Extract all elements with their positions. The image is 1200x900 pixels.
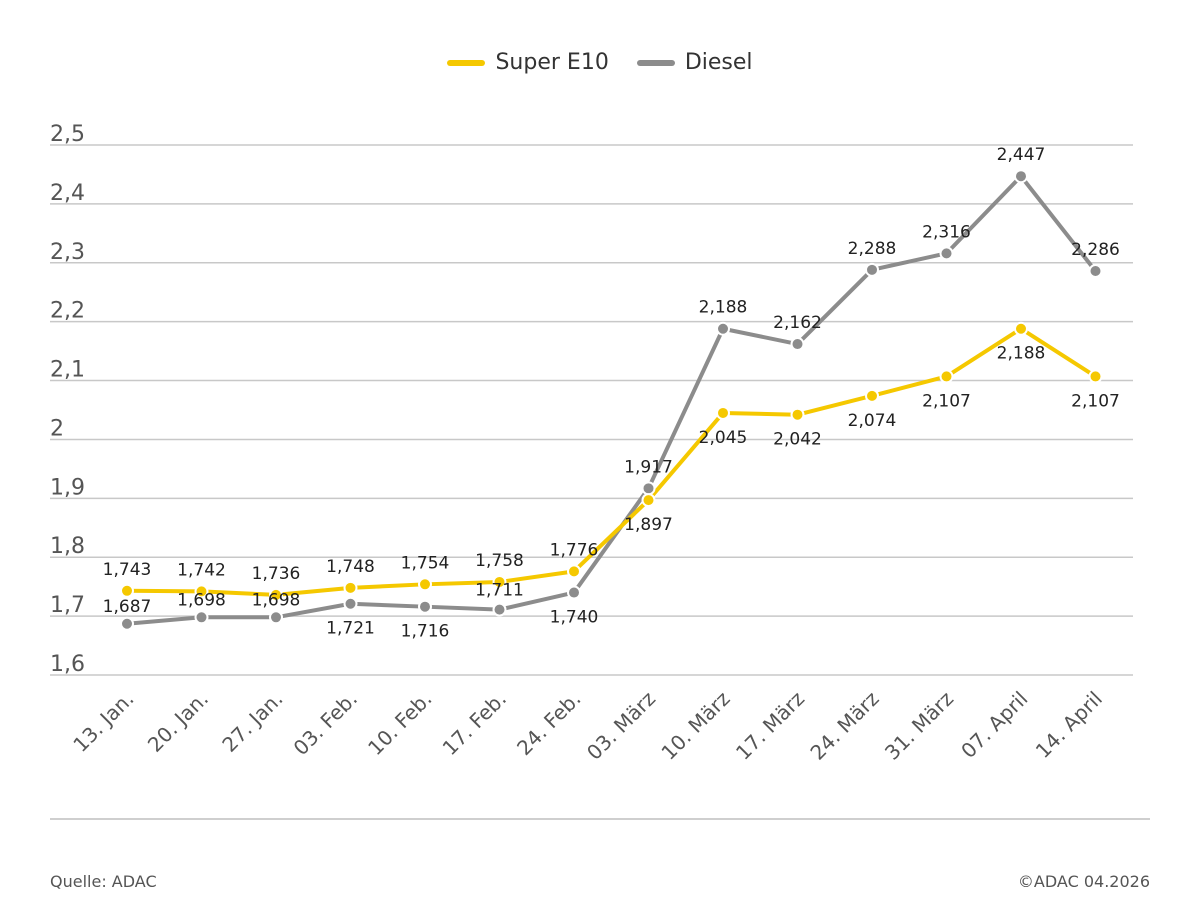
- data-point-diesel-6: [567, 585, 581, 600]
- data-label-super-e10-9: 2,042: [773, 430, 822, 450]
- data-label-diesel-3: 1,721: [326, 619, 375, 639]
- data-label-super-e10-5: 1,758: [475, 551, 524, 571]
- y-tick-label-5: 2,1: [50, 358, 85, 383]
- chart-legend: Super E10 Diesel: [0, 50, 1200, 75]
- y-tick-label-9: 2,5: [50, 122, 85, 147]
- data-point-super-e10-1: [194, 584, 209, 599]
- data-point-diesel-5: [492, 602, 507, 617]
- data-label-super-e10-7: 1,897: [624, 515, 673, 535]
- x-tick-label-0: 13. Jan.: [68, 687, 138, 757]
- data-label-super-e10-11: 2,107: [922, 391, 971, 411]
- data-label-super-e10-10: 2,074: [848, 411, 897, 431]
- data-point-super-e10-7: [641, 493, 656, 508]
- x-tick-label-11: 31. März: [880, 687, 958, 765]
- series-line-super-e10: [125, 326, 1098, 597]
- data-label-diesel-5: 1,711: [475, 581, 524, 601]
- data-point-super-e10-11: [939, 369, 954, 384]
- data-point-super-e10-4: [418, 577, 432, 592]
- data-point-diesel-8: [716, 321, 730, 336]
- data-point-diesel-10: [865, 262, 879, 277]
- x-tick-label-8: 10. März: [656, 687, 734, 765]
- data-point-super-e10-13: [1088, 369, 1103, 384]
- data-point-super-e10-0: [120, 583, 134, 598]
- legend-swatch-diesel: [636, 59, 675, 66]
- data-label-super-e10-8: 2,045: [699, 428, 748, 448]
- data-point-diesel-4: [418, 599, 432, 614]
- data-point-diesel-7: [641, 481, 656, 496]
- data-point-super-e10-9: [790, 407, 805, 422]
- data-point-super-e10-3: [343, 580, 358, 595]
- data-point-diesel-9: [790, 337, 805, 352]
- data-label-diesel-2: 1,698: [252, 590, 301, 610]
- data-label-diesel-8: 2,188: [699, 298, 748, 318]
- data-point-super-e10-2: [269, 587, 283, 602]
- y-tick-label-4: 2: [50, 416, 64, 441]
- data-label-super-e10-6: 1,776: [550, 540, 599, 560]
- data-point-super-e10-8: [716, 405, 730, 420]
- data-label-super-e10-4: 1,754: [401, 553, 450, 573]
- x-tick-label-2: 27. Jan.: [217, 687, 287, 757]
- x-tick-label-7: 03. März: [582, 687, 660, 765]
- series-line-diesel: [125, 174, 1098, 626]
- x-tick-label-1: 20. Jan.: [143, 687, 213, 757]
- data-label-diesel-4: 1,716: [401, 622, 450, 642]
- data-label-diesel-1: 1,698: [177, 590, 226, 610]
- data-point-super-e10-5: [492, 574, 507, 589]
- x-tick-label-6: 24. Feb.: [512, 687, 585, 760]
- legend-item-super-e10: Super E10: [447, 50, 609, 75]
- data-label-diesel-0: 1,687: [103, 597, 152, 617]
- x-tick-label-13: 14. April: [1031, 687, 1107, 763]
- copyright-note: ©ADAC 04.2026: [1017, 872, 1150, 891]
- data-label-super-e10-3: 1,748: [326, 557, 375, 577]
- data-label-diesel-9: 2,162: [773, 313, 822, 333]
- y-tick-label-7: 2,3: [50, 240, 85, 265]
- data-label-diesel-7: 1,917: [624, 457, 673, 477]
- data-label-super-e10-1: 1,742: [177, 560, 226, 580]
- data-label-diesel-10: 2,288: [848, 239, 897, 259]
- y-tick-label-3: 1,9: [50, 475, 85, 500]
- x-tick-label-10: 24. März: [805, 687, 883, 765]
- y-tick-label-8: 2,4: [50, 181, 85, 206]
- data-label-super-e10-2: 1,736: [252, 564, 301, 584]
- data-label-super-e10-13: 2,107: [1071, 391, 1120, 411]
- data-label-diesel-13: 2,286: [1071, 240, 1120, 260]
- y-tick-label-2: 1,8: [50, 534, 85, 559]
- data-label-diesel-12: 2,447: [997, 145, 1046, 165]
- legend-swatch-super-e10: [447, 59, 486, 66]
- data-label-diesel-6: 1,740: [550, 608, 599, 628]
- x-tick-label-5: 17. Feb.: [438, 687, 511, 760]
- legend-item-diesel: Diesel: [636, 50, 753, 75]
- x-tick-label-4: 10. Feb.: [363, 687, 436, 760]
- legend-label-diesel: Diesel: [684, 50, 753, 75]
- data-label-super-e10-0: 1,743: [103, 560, 152, 580]
- legend-label-super-e10: Super E10: [495, 50, 609, 75]
- x-tick-label-12: 07. April: [956, 687, 1032, 763]
- data-label-diesel-11: 2,316: [922, 222, 971, 242]
- data-point-super-e10-10: [865, 388, 879, 403]
- bottom-divider: [50, 818, 1150, 820]
- data-point-diesel-0: [120, 616, 134, 631]
- x-tick-label-3: 03. Feb.: [289, 687, 362, 760]
- source-note: Quelle: ADAC: [50, 872, 157, 891]
- data-point-super-e10-12: [1014, 321, 1028, 336]
- data-point-diesel-11: [939, 246, 954, 261]
- data-point-diesel-1: [194, 610, 209, 625]
- data-point-diesel-3: [343, 596, 358, 611]
- data-point-super-e10-6: [567, 564, 581, 579]
- data-label-super-e10-12: 2,188: [997, 344, 1046, 364]
- y-tick-label-1: 1,7: [50, 593, 85, 618]
- y-tick-label-6: 2,2: [50, 299, 85, 324]
- data-point-diesel-2: [269, 610, 283, 625]
- y-tick-label-0: 1,6: [50, 652, 85, 677]
- x-tick-label-9: 17. März: [731, 687, 809, 765]
- data-point-diesel-13: [1088, 264, 1103, 279]
- data-point-diesel-12: [1014, 169, 1028, 184]
